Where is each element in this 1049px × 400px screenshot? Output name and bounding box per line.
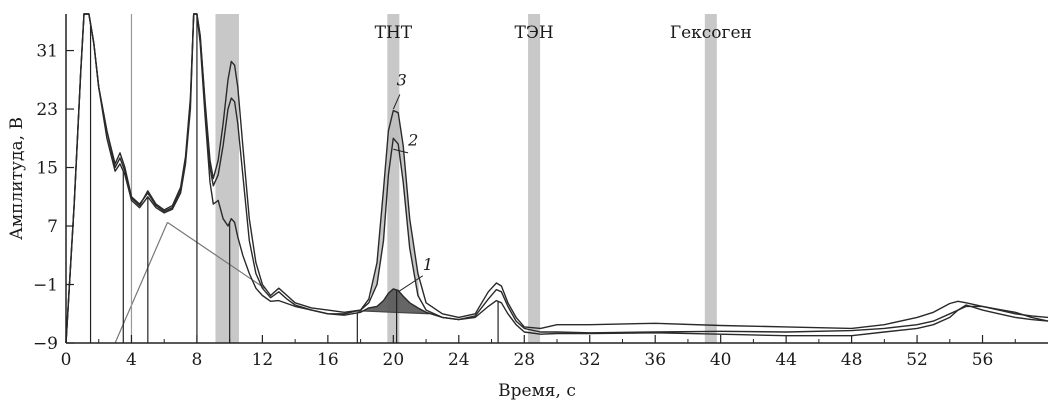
y-tick-label: −9 — [33, 334, 58, 354]
curve-label-leader — [397, 275, 424, 293]
x-tick-label: 52 — [906, 350, 928, 370]
x-tick-label: 24 — [448, 350, 470, 370]
curve-label: 3 — [397, 71, 407, 90]
x-tick-label: 28 — [513, 350, 535, 370]
series-curve-1 — [65, 13, 1049, 344]
x-tick-label: 0 — [61, 350, 72, 370]
band-labels: ТНТ ТЭН Гексоген — [375, 23, 752, 43]
band-label: Гексоген — [670, 23, 752, 43]
reference-band — [387, 14, 400, 343]
series-curve-3 — [65, 13, 1049, 344]
band-label: ТЭН — [515, 23, 554, 43]
peak-area-fills — [357, 110, 430, 314]
peak-markers — [89, 14, 499, 344]
x-tick-label: 16 — [317, 350, 339, 370]
x-tick-label: 4 — [126, 350, 137, 370]
x-tick-label: 48 — [841, 350, 863, 370]
reference-band — [528, 14, 541, 343]
y-axis-ticks: −9 −1 7 15 23 31 — [33, 42, 74, 354]
x-tick-label: 8 — [192, 350, 203, 370]
curve-labels: 3 2 1 — [392, 71, 433, 293]
x-axis-title: Время, с — [498, 381, 576, 400]
y-tick-label: −1 — [33, 276, 58, 296]
baseline-line — [167, 221, 267, 290]
y-axis-title: Амплитуда, В — [7, 117, 27, 240]
curve-label-leader — [392, 94, 401, 110]
baseline-line — [357, 310, 430, 315]
reference-band — [704, 14, 717, 343]
x-tick-label: 36 — [644, 350, 666, 370]
y-tick-label: 23 — [36, 100, 58, 120]
x-tick-label: 20 — [383, 350, 405, 370]
band-label: ТНТ — [375, 23, 413, 43]
peak-3-area — [370, 110, 420, 299]
curve-label-leader — [393, 148, 409, 154]
x-tick-label: 44 — [775, 350, 797, 370]
x-tick-label: 32 — [579, 350, 601, 370]
x-axis-ticks: 0 4 8 12 16 20 24 28 32 36 40 44 48 52 56 — [61, 335, 1016, 370]
x-tick-label: 12 — [252, 350, 274, 370]
y-tick-label: 15 — [36, 159, 58, 179]
peak-1-area — [357, 288, 430, 314]
y-tick-label: 31 — [36, 42, 58, 62]
y-tick-label: 7 — [47, 217, 58, 237]
series-curves — [65, 13, 1049, 344]
curve-label: 2 — [407, 131, 418, 150]
curve-label: 1 — [423, 255, 433, 274]
x-tick-label: 56 — [972, 350, 994, 370]
x-tick-label: 40 — [710, 350, 732, 370]
reference-bands — [215, 14, 717, 343]
